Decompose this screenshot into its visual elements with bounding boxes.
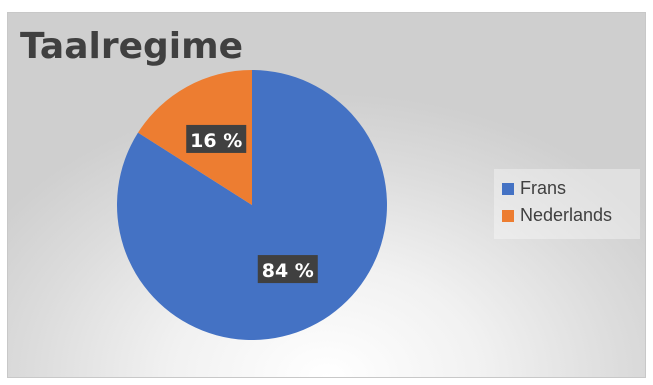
- legend-label: Nederlands: [520, 205, 613, 225]
- chart-title: Taalregime: [20, 26, 244, 67]
- legend: Frans Nederlands: [494, 169, 640, 239]
- legend-label: Frans: [520, 178, 567, 198]
- legend-swatch: [502, 182, 514, 195]
- legend-item-nederlands: Nederlands: [502, 202, 632, 229]
- data-label-frans: 84 %: [257, 255, 318, 284]
- svg-text:84 %: 84 %: [262, 260, 314, 282]
- legend-swatch: [502, 209, 514, 222]
- chart-area: Taalregime 84 % 16 % Frans Nederlands: [7, 12, 646, 378]
- svg-text:16 %: 16 %: [190, 130, 242, 152]
- pie-slice-frans: [116, 70, 387, 340]
- pie-chart: 84 % 16 %: [116, 70, 387, 340]
- data-label-nederlands: 16 %: [186, 124, 247, 153]
- legend-item-frans: Frans: [502, 175, 632, 202]
